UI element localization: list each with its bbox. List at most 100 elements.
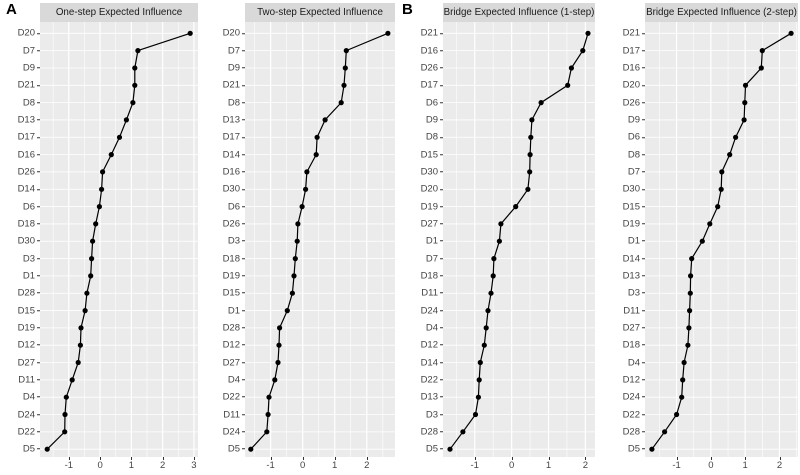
y-axis-label: D17 <box>623 46 645 56</box>
y-tick-mark <box>440 154 443 156</box>
data-point <box>687 308 693 314</box>
y-axis-label: D14 <box>623 254 645 264</box>
x-tick-mark <box>474 457 476 460</box>
y-tick-mark <box>242 223 245 225</box>
x-tick-mark <box>366 457 368 460</box>
y-tick-mark <box>440 379 443 381</box>
data-point <box>93 221 99 227</box>
y-axis-label-text: D18 <box>222 252 240 264</box>
y-axis-label-text: D21 <box>222 79 240 91</box>
x-tick-mark <box>585 457 587 460</box>
y-axis-label-text: D26 <box>420 62 438 74</box>
y-axis-label: D24 <box>223 427 245 437</box>
y-axis-label: D1 <box>228 306 245 316</box>
y-tick-mark <box>642 84 645 86</box>
plot-two-step-expected-influence: Two-step Expected Influence D20 D7 D9 D21 D8… <box>201 3 395 475</box>
data-point <box>63 394 69 400</box>
x-tick-mark <box>270 457 272 460</box>
y-axis-label: D14 <box>223 150 245 160</box>
y-axis-label-text: D16 <box>222 166 240 178</box>
data-point <box>75 359 81 366</box>
data-point <box>662 429 668 435</box>
y-tick-mark <box>37 67 40 69</box>
y-tick-mark <box>37 171 40 173</box>
data-point <box>699 238 705 244</box>
y-tick-mark <box>440 136 443 138</box>
y-axis-label: D11 <box>623 306 645 316</box>
y-axis-label: D15 <box>421 150 443 160</box>
data-point <box>62 429 68 435</box>
y-tick-mark <box>642 448 645 450</box>
x-tick-label: 0 <box>300 460 306 471</box>
y-tick-mark <box>242 414 245 415</box>
y-axis-label: D15 <box>623 202 645 212</box>
y-axis-label: D30 <box>421 167 443 177</box>
data-point <box>759 48 765 54</box>
data-point <box>758 65 764 71</box>
data-point <box>472 411 479 418</box>
y-axis-label: D22 <box>623 410 645 420</box>
y-axis-label-text: D17 <box>622 44 640 56</box>
y-axis-label: D11 <box>18 375 40 385</box>
y-axis-label: D19 <box>223 271 245 281</box>
y-tick-mark <box>440 188 443 190</box>
y-axis-label: D27 <box>421 219 443 229</box>
data-point <box>688 273 694 279</box>
data-point <box>496 238 502 244</box>
y-tick-mark <box>242 67 245 69</box>
y-axis-label: D5 <box>23 444 40 454</box>
y-tick-mark <box>642 275 645 277</box>
y-axis-label: D11 <box>421 288 443 298</box>
data-point <box>529 117 535 123</box>
y-tick-mark <box>642 431 645 433</box>
y-tick-mark <box>642 50 645 52</box>
y-axis-label-text: D1 <box>227 304 240 316</box>
y-tick-mark <box>37 32 40 34</box>
data-point <box>342 65 348 71</box>
y-axis-label-text: D9 <box>22 62 35 74</box>
x-tick-label: 1 <box>545 460 552 471</box>
y-axis-label-text: D26 <box>17 166 35 178</box>
y-axis-label-text: D7 <box>627 166 640 178</box>
y-tick-mark <box>37 414 40 415</box>
y-axis-label-text: D8 <box>627 148 640 160</box>
y-axis-label-text: D12 <box>622 374 640 386</box>
y-axis-label: D7 <box>426 254 443 264</box>
data-point <box>687 290 693 296</box>
y-axis-label: D12 <box>18 340 40 350</box>
y-axis-label-text: D6 <box>425 96 438 108</box>
panel-background <box>443 22 595 457</box>
y-axis-label: D11 <box>223 410 245 420</box>
y-tick-mark <box>642 206 645 208</box>
data-point <box>649 446 655 452</box>
data-point <box>341 82 347 88</box>
y-tick-mark <box>440 344 443 346</box>
y-tick-mark <box>242 32 245 34</box>
y-tick-mark <box>642 292 645 294</box>
data-point <box>733 134 739 140</box>
y-tick-mark <box>642 396 645 398</box>
y-tick-mark <box>37 448 40 450</box>
y-tick-mark <box>642 258 645 260</box>
y-axis-label: D15 <box>18 306 40 316</box>
y-axis-label-text: D27 <box>420 218 438 230</box>
y-axis-label-text: D9 <box>425 114 438 126</box>
y-axis-label-text: D30 <box>420 166 438 178</box>
y-axis-label-text: D5 <box>627 443 640 455</box>
y-tick-mark <box>642 119 645 121</box>
y-tick-mark <box>242 240 245 242</box>
y-axis-label: D21 <box>623 29 645 39</box>
data-point <box>78 325 84 331</box>
x-tick-label: -1 <box>64 460 74 471</box>
y-axis-label-text: D9 <box>227 62 240 74</box>
y-axis-label-text: D28 <box>222 322 240 334</box>
facet-title: One-step Expected Influence <box>40 3 198 22</box>
y-axis-label: D20 <box>223 29 245 39</box>
y-tick-mark <box>242 84 245 86</box>
y-tick-mark <box>242 102 245 104</box>
y-axis-label-text: D12 <box>17 339 35 351</box>
y-tick-mark <box>242 154 245 156</box>
y-tick-mark <box>642 171 645 173</box>
data-point <box>264 429 270 435</box>
data-point <box>718 186 724 192</box>
